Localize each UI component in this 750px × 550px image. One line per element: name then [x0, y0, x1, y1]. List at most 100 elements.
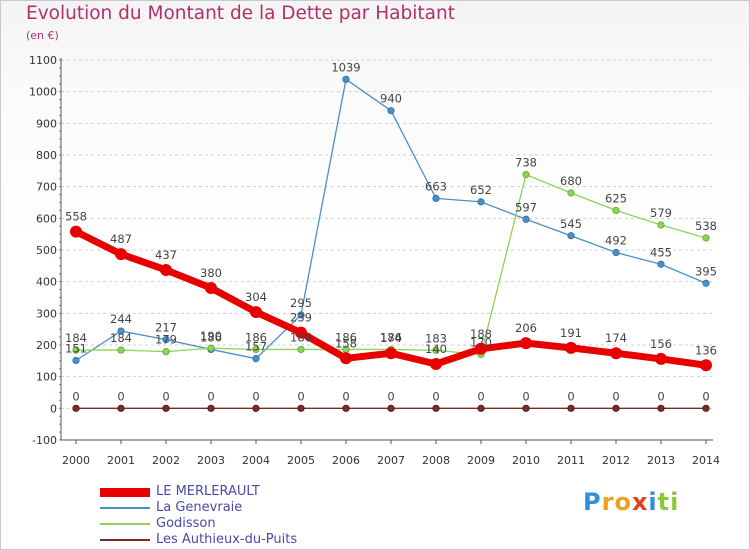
data-point-godisson [72, 346, 80, 354]
chart-unit: (en €) [26, 29, 59, 42]
x-tick-label: 2001 [107, 454, 135, 467]
data-point-les-authieux-du-puits [297, 404, 305, 412]
x-tick-label: 2013 [647, 454, 675, 467]
data-point-godisson [522, 171, 530, 179]
y-tick-label: 1100 [29, 54, 57, 67]
data-label-la-genevraie: 217 [155, 321, 177, 335]
data-point-les-authieux-du-puits [612, 404, 620, 412]
data-point-la-genevraie [72, 356, 80, 365]
data-label-le-merlerault: 380 [200, 266, 222, 280]
data-point-godisson [117, 346, 125, 354]
data-point-godisson [612, 206, 620, 215]
data-label-le-merlerault: 174 [605, 331, 627, 345]
data-label-les-authieux-du-puits: 0 [702, 389, 709, 403]
data-point-la-genevraie [432, 194, 440, 202]
data-point-le-merlerault [70, 225, 82, 238]
data-label-les-authieux-du-puits: 0 [432, 389, 439, 403]
data-point-godisson [432, 346, 440, 354]
data-label-la-genevraie: 295 [290, 296, 312, 310]
data-point-le-merlerault [430, 358, 442, 370]
data-label-godisson: 680 [560, 174, 582, 188]
data-point-la-genevraie [387, 107, 395, 115]
data-label-godisson: 738 [515, 156, 537, 170]
data-label-godisson: 186 [380, 330, 402, 344]
x-tick-label: 2005 [287, 454, 315, 467]
data-label-godisson: 190 [200, 329, 222, 343]
data-point-le-merlerault [295, 326, 307, 339]
y-tick-label: 300 [36, 307, 57, 320]
y-tick-label: -100 [32, 434, 57, 447]
data-point-les-authieux-du-puits [342, 404, 350, 412]
data-point-la-genevraie [567, 232, 575, 240]
legend-item: La Genevraie [100, 500, 360, 516]
data-label-le-merlerault: 174 [380, 331, 402, 345]
data-label-la-genevraie: 151 [65, 342, 87, 356]
y-tick-label: 800 [36, 149, 57, 162]
data-label-le-merlerault: 437 [155, 248, 177, 262]
y-tick-label: 100 [36, 371, 57, 384]
y-tick-label: 400 [36, 276, 57, 289]
data-point-godisson [207, 344, 215, 352]
data-label-le-merlerault: 304 [245, 290, 267, 304]
data-label-les-authieux-du-puits: 0 [252, 389, 259, 403]
data-label-le-merlerault: 191 [560, 326, 582, 340]
data-point-le-merlerault [565, 341, 577, 354]
data-label-le-merlerault: 156 [650, 337, 672, 351]
data-label-la-genevraie: 455 [650, 245, 672, 259]
data-point-godisson [162, 348, 170, 356]
x-tick-label: 2012 [602, 454, 630, 467]
data-point-les-authieux-du-puits [522, 404, 530, 412]
y-tick-label: 0 [50, 402, 57, 415]
legend-label: Godisson [156, 516, 216, 531]
data-label-le-merlerault: 558 [65, 210, 87, 224]
data-point-le-merlerault [475, 342, 487, 355]
data-label-godisson: 170 [470, 336, 492, 350]
data-point-les-authieux-du-puits [702, 404, 710, 412]
data-point-le-merlerault [160, 263, 172, 276]
x-tick-label: 2010 [512, 454, 540, 467]
data-point-la-genevraie [297, 311, 305, 319]
y-tick-label: 200 [36, 339, 57, 352]
data-point-le-merlerault [610, 347, 622, 360]
data-point-les-authieux-du-puits [567, 404, 575, 412]
legend-label: LE MERLERAULT [156, 484, 260, 499]
data-label-la-genevraie: 652 [470, 183, 492, 197]
x-tick-label: 2011 [557, 454, 585, 467]
data-point-les-authieux-du-puits [252, 404, 260, 412]
data-label-les-authieux-du-puits: 0 [387, 389, 394, 403]
x-tick-label: 2009 [467, 454, 495, 467]
data-point-les-authieux-du-puits [117, 404, 125, 412]
data-label-godisson: 183 [425, 331, 447, 345]
y-tick-label: 500 [36, 244, 57, 257]
data-point-godisson [657, 221, 665, 229]
data-label-le-merlerault: 188 [470, 327, 492, 341]
series-line-la-genevraie [75, 78, 707, 362]
data-label-les-authieux-du-puits: 0 [162, 389, 169, 403]
legend-item: Godisson [100, 516, 360, 532]
data-label-les-authieux-du-puits: 0 [477, 389, 484, 403]
data-label-la-genevraie: 597 [515, 200, 537, 214]
data-point-la-genevraie [117, 327, 125, 335]
proxiti-logo: Proxiti [583, 488, 680, 516]
y-tick-label: 900 [36, 117, 57, 130]
data-point-les-authieux-du-puits [432, 404, 440, 412]
data-label-les-authieux-du-puits: 0 [612, 389, 619, 403]
data-point-le-merlerault [520, 337, 532, 350]
data-label-la-genevraie: 244 [110, 312, 132, 326]
data-label-les-authieux-du-puits: 0 [207, 389, 214, 403]
x-tick-label: 2003 [197, 454, 225, 467]
data-label-les-authieux-du-puits: 0 [342, 389, 349, 403]
data-point-la-genevraie [702, 279, 710, 287]
data-label-la-genevraie: 157 [245, 340, 267, 354]
series-layer [70, 75, 712, 412]
data-label-le-merlerault: 206 [515, 321, 537, 335]
data-point-le-merlerault [340, 352, 352, 365]
data-label-le-merlerault: 239 [290, 311, 312, 325]
data-label-godisson: 538 [695, 219, 717, 233]
axes: -100010020030040050060070080090010001100… [29, 54, 720, 467]
y-tick-label: 1000 [29, 86, 57, 99]
data-point-la-genevraie [342, 75, 350, 83]
data-label-les-authieux-du-puits: 0 [522, 389, 529, 403]
